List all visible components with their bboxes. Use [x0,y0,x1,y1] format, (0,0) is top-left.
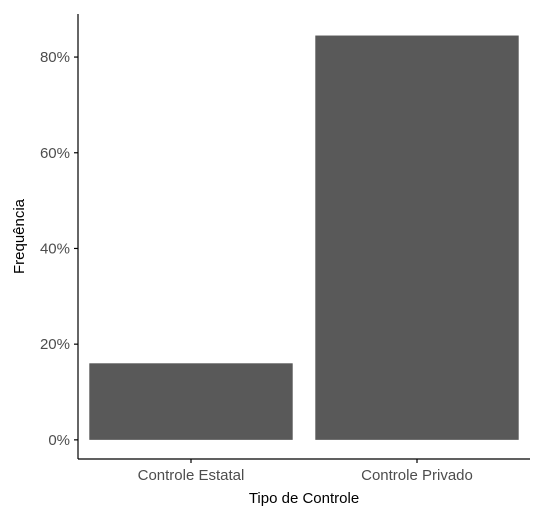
bar-1 [315,35,519,440]
x-tick-label-1: Controle Privado [361,467,473,484]
y-axis-title: Frequência [11,198,28,274]
y-tick-label-4: 80% [40,49,70,66]
x-axis-title: Tipo de Controle [249,490,359,507]
bar-0 [89,363,293,440]
y-tick-label-1: 20% [40,336,70,353]
x-tick-label-0: Controle Estatal [138,467,245,484]
y-tick-label-3: 60% [40,145,70,162]
y-tick-label-0: 0% [48,432,70,449]
x-axis: Controle Estatal Controle Privado [78,458,530,484]
bars-group [89,35,519,440]
y-tick-label-2: 40% [40,240,70,257]
y-axis: 0% 20% 40% 60% 80% [40,14,79,459]
